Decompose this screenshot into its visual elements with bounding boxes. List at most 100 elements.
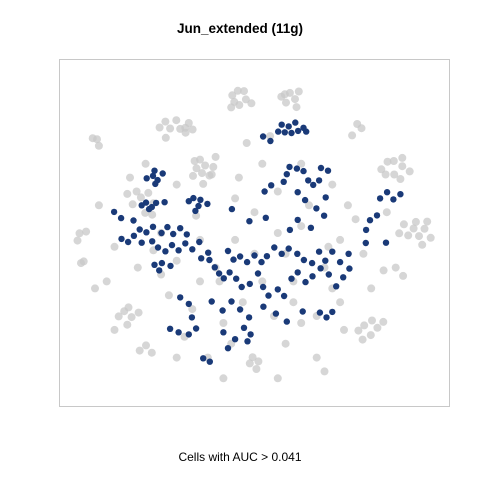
- highlighted-cell-point: [138, 239, 145, 246]
- background-cell-point: [231, 235, 240, 244]
- background-cell-point: [172, 256, 181, 265]
- background-cells-layer: [73, 86, 435, 383]
- background-cell-point: [320, 367, 329, 376]
- background-cell-point: [281, 339, 290, 348]
- highlighted-cell-point: [151, 261, 158, 268]
- background-cell-point: [373, 323, 382, 332]
- highlighted-cell-point: [196, 238, 203, 246]
- highlighted-cell-point: [188, 314, 196, 321]
- background-cell-point: [134, 308, 143, 317]
- highlighted-cell-point: [258, 258, 265, 266]
- background-cell-point: [147, 348, 156, 357]
- highlighted-cell-point: [294, 127, 302, 135]
- background-cell-point: [395, 229, 404, 238]
- highlighted-cell-point: [336, 258, 344, 266]
- highlighted-cell-point: [166, 325, 174, 332]
- highlighted-cell-point: [283, 318, 290, 325]
- highlighted-cell-point: [278, 250, 285, 257]
- background-cell-point: [142, 341, 150, 350]
- highlighted-cell-point: [262, 214, 269, 221]
- highlighted-cell-point: [159, 170, 166, 177]
- background-cell-point: [328, 180, 337, 189]
- highlighted-cell-point: [197, 196, 204, 203]
- highlighted-cell-point: [143, 229, 150, 236]
- background-cell-point: [144, 188, 153, 197]
- highlighted-cell-point: [185, 300, 192, 308]
- highlighted-cell-point: [167, 262, 174, 270]
- highlighted-cell-point: [226, 269, 233, 276]
- highlighted-cell-point: [224, 345, 232, 352]
- background-cell-point: [164, 291, 173, 300]
- background-cell-point: [242, 139, 251, 147]
- background-cell-point: [398, 162, 407, 171]
- highlighted-cell-point: [288, 275, 295, 282]
- highlighted-cell-point: [206, 358, 213, 365]
- highlighted-cell-point: [315, 248, 323, 255]
- highlighted-cell-point: [177, 225, 184, 232]
- highlighted-cell-point: [246, 280, 253, 288]
- background-cell-point: [79, 257, 88, 266]
- highlighted-cell-point: [261, 188, 268, 195]
- highlighted-cell-point: [300, 256, 308, 264]
- highlighted-cell-point: [263, 253, 271, 260]
- background-cell-point: [258, 277, 267, 286]
- highlighted-cell-point: [294, 269, 301, 276]
- background-cell-point: [82, 227, 91, 236]
- background-cell-point: [291, 95, 299, 104]
- highlighted-cell-point: [307, 224, 315, 231]
- background-cell-point: [343, 201, 352, 210]
- highlighted-cell-point: [260, 303, 267, 310]
- background-cell-point: [297, 159, 306, 168]
- highlighted-cell-point: [206, 256, 213, 264]
- background-cell-point: [312, 353, 321, 362]
- background-cell-point: [367, 284, 376, 293]
- highlighted-cell-point: [299, 308, 306, 315]
- chart-title: Jun_extended (11g): [176, 21, 304, 36]
- highlighted-cell-point: [322, 257, 329, 264]
- highlighted-cell-point: [285, 123, 292, 130]
- highlighted-cell-point: [251, 252, 258, 259]
- background-cell-point: [418, 240, 427, 249]
- highlighted-cell-point: [215, 270, 223, 277]
- background-cell-point: [282, 98, 290, 107]
- highlighted-cell-point: [254, 270, 262, 277]
- background-cell-point: [75, 229, 84, 238]
- highlighted-cell-point: [183, 231, 190, 238]
- background-cell-point: [324, 242, 333, 251]
- background-cell-point: [336, 235, 345, 244]
- highlighted-cell-point: [280, 178, 287, 185]
- background-cell-point: [294, 87, 303, 96]
- highlighted-cell-point: [267, 137, 274, 145]
- highlighted-cell-point: [383, 189, 391, 196]
- highlighted-cell-point: [143, 175, 150, 182]
- background-cell-point: [248, 353, 257, 362]
- background-cell-point: [135, 346, 144, 355]
- background-cell-point: [297, 222, 306, 231]
- highlighted-cell-point: [195, 202, 202, 210]
- highlighted-cell-point: [300, 167, 307, 175]
- background-cell-point: [211, 152, 220, 161]
- highlighted-cell-point: [110, 208, 118, 216]
- highlighted-cell-point: [158, 259, 166, 267]
- background-cell-point: [127, 313, 136, 322]
- highlighted-cell-point: [324, 167, 332, 174]
- highlighted-cell-point: [228, 205, 236, 213]
- highlighted-cell-point: [136, 226, 143, 233]
- background-cell-point: [192, 164, 201, 173]
- highlighted-cell-point: [313, 205, 320, 212]
- background-cell-point: [340, 325, 348, 334]
- highlighted-cell-point: [168, 241, 176, 249]
- background-cell-point: [199, 179, 208, 188]
- background-cell-point: [273, 187, 282, 196]
- highlighted-cell-point: [230, 256, 237, 263]
- background-cell-point: [123, 320, 132, 329]
- highlighted-cell-point: [271, 244, 278, 251]
- highlighted-cell-point: [200, 355, 207, 362]
- highlighted-cell-point: [189, 246, 196, 253]
- background-cell-point: [354, 326, 363, 335]
- background-cell-point: [91, 284, 99, 293]
- background-cell-point: [390, 170, 399, 179]
- highlighted-cell-point: [340, 274, 347, 281]
- highlighted-cell-point: [294, 189, 301, 196]
- background-cell-point: [247, 99, 256, 108]
